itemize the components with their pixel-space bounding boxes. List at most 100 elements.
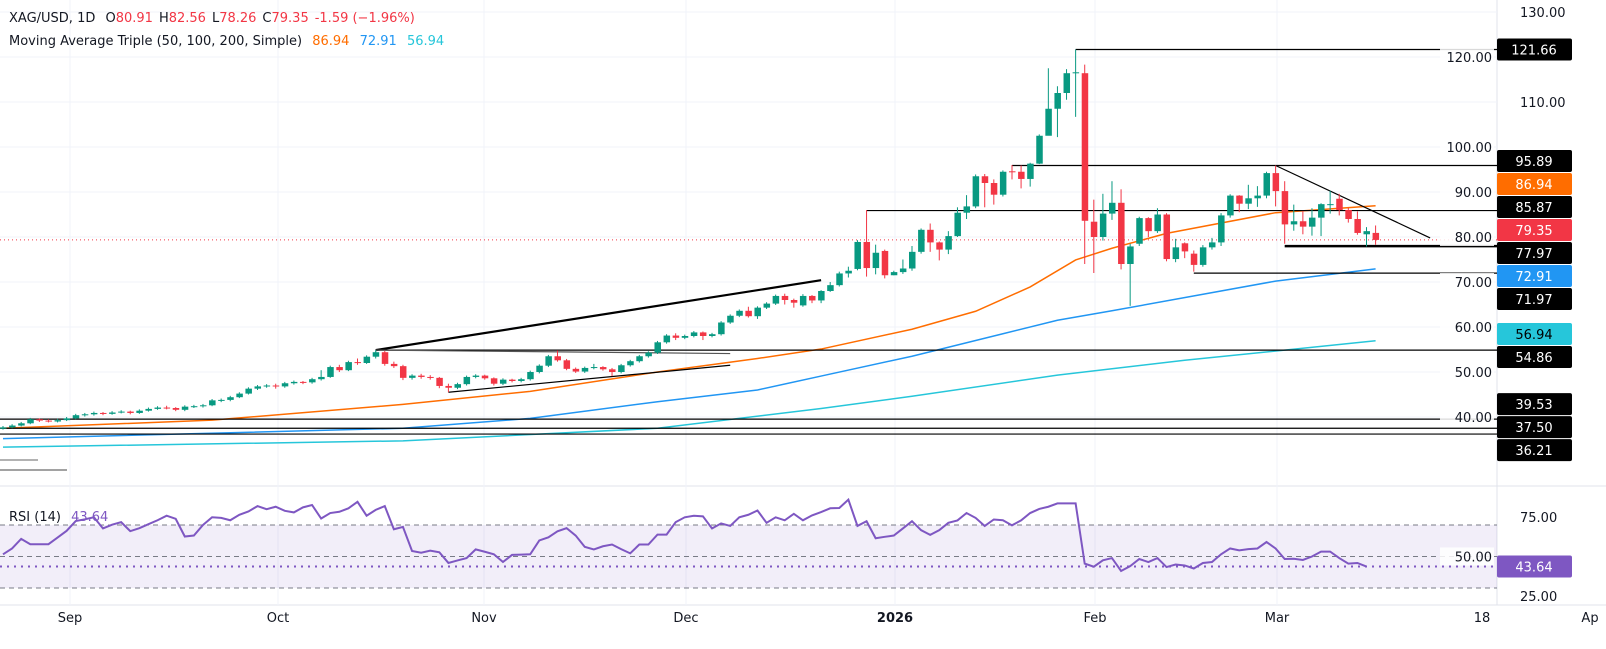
level-price-label: 95.89 <box>1497 149 1572 172</box>
candle <box>918 228 925 254</box>
candle <box>1327 190 1334 214</box>
candle-body <box>427 376 434 378</box>
candle-body <box>972 176 980 207</box>
candle-body <box>1363 231 1370 235</box>
candle <box>481 374 489 380</box>
candle-body <box>890 272 898 276</box>
candle <box>199 403 207 408</box>
price-label-text: 95.89 <box>1515 155 1552 170</box>
ma-legend[interactable]: Moving Average Triple (50, 100, 200, Sim… <box>9 34 450 49</box>
candle <box>754 306 761 319</box>
candle <box>909 246 916 271</box>
candle <box>445 383 452 393</box>
candle-body <box>790 300 798 303</box>
price-label-box <box>1497 172 1572 195</box>
candle <box>427 375 434 380</box>
level-price-label: 71.97 <box>1497 287 1572 310</box>
rsi-legend[interactable]: RSI (14) 43.64 <box>9 510 114 525</box>
candle-body <box>1018 171 1025 179</box>
candle-body <box>781 295 789 300</box>
price-tick-label: 80.00 <box>1455 231 1492 246</box>
high-label: H82.56 <box>159 11 206 26</box>
price-axis[interactable]: 130.00 120.00 110.00 100.00 90.00 80.00 70.00 6… <box>1440 6 1566 605</box>
candle <box>1363 227 1370 247</box>
horizontal-levels[interactable] <box>0 48 1497 471</box>
candle <box>1372 225 1380 245</box>
candle <box>327 365 334 378</box>
candle <box>172 407 180 412</box>
candle <box>863 210 871 277</box>
candle-body <box>872 252 880 269</box>
candle-body <box>281 383 289 387</box>
candle-body <box>663 335 671 343</box>
candle <box>354 358 362 365</box>
candle <box>927 223 934 252</box>
rsi-line <box>2 497 1367 573</box>
candle-body <box>1108 202 1116 214</box>
candle <box>572 367 580 373</box>
candle-body <box>1027 163 1034 179</box>
time-tick-label: 2026 <box>877 611 913 626</box>
open-prefix: O <box>105 11 116 26</box>
candle <box>1345 207 1352 223</box>
candle <box>1354 211 1361 235</box>
candle-body <box>63 418 71 421</box>
candle <box>1072 49 1080 117</box>
candle-body <box>1090 221 1098 237</box>
candle-body <box>599 367 607 370</box>
price-label-text: 79.35 <box>1515 224 1552 239</box>
tick-label-backdrop <box>1440 273 1494 291</box>
candle-body <box>399 366 407 378</box>
candle <box>227 395 234 402</box>
candle <box>1045 68 1052 136</box>
candle-body <box>1036 135 1043 164</box>
trend-line[interactable] <box>375 349 731 355</box>
tick-label-backdrop <box>1440 363 1494 381</box>
candle-body <box>1272 173 1280 192</box>
low-value: 78.26 <box>219 11 257 26</box>
candles <box>0 49 1380 430</box>
candle <box>9 424 16 429</box>
candle <box>772 294 780 305</box>
candle-body <box>745 310 752 317</box>
candle <box>654 340 661 354</box>
trend-line[interactable] <box>448 364 731 393</box>
candle <box>690 331 698 338</box>
candle <box>1027 162 1034 187</box>
candle-body <box>90 412 98 415</box>
candle <box>672 333 680 341</box>
candle-body <box>236 393 243 398</box>
time-tick-label: Dec <box>673 611 698 626</box>
candle-body <box>1081 73 1089 221</box>
candle-body <box>1045 108 1052 136</box>
time-tick-label: Feb <box>1083 611 1106 626</box>
candle <box>536 364 543 374</box>
candle-body <box>1227 195 1234 216</box>
price-tick-label: 40.00 <box>1455 411 1492 426</box>
candle <box>1308 208 1316 236</box>
candle <box>972 174 980 209</box>
candle-body <box>1008 171 1016 173</box>
candle <box>463 375 471 386</box>
time-axis[interactable]: Sep Oct Nov Dec 2026 Feb Mar 18 Ap <box>58 611 1599 626</box>
ma-title: Moving Average Triple (50, 100, 200, Sim… <box>9 34 303 49</box>
trend-line[interactable] <box>375 279 822 352</box>
candle <box>509 378 516 383</box>
candle <box>409 374 416 380</box>
candle <box>0 426 7 430</box>
candle-body <box>1199 247 1207 265</box>
rsi-series-line <box>2 497 1367 573</box>
rsi-last-value-label: 43.64 <box>1497 555 1572 578</box>
candle <box>890 270 898 276</box>
candle-body <box>18 423 25 426</box>
candle <box>763 302 771 309</box>
candle <box>963 195 971 219</box>
candle <box>454 382 461 390</box>
trend-line[interactable] <box>1275 164 1431 239</box>
candle-body <box>709 334 716 336</box>
candle <box>1054 86 1061 138</box>
price-label-box <box>1497 322 1572 345</box>
candle <box>209 399 216 407</box>
trend-lines[interactable] <box>375 164 1431 393</box>
